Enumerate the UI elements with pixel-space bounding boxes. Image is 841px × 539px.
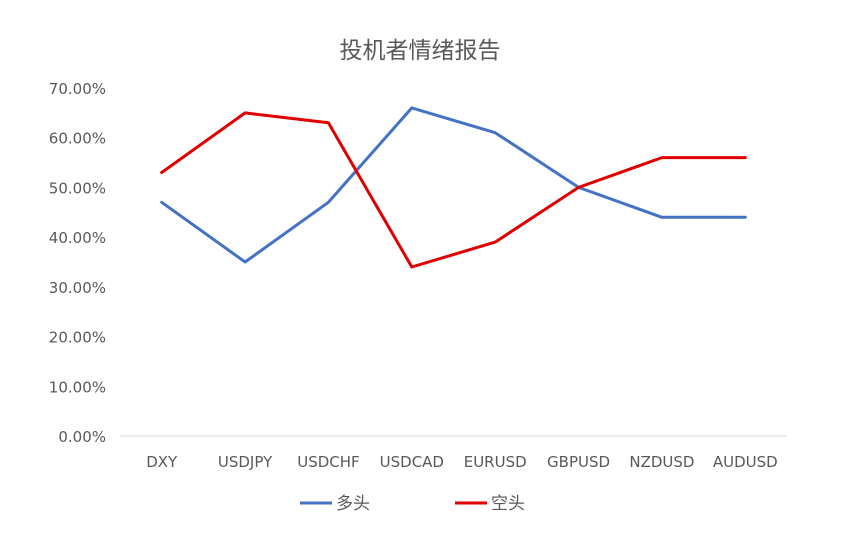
x-tick-label: EURUSD: [464, 453, 527, 471]
y-tick-label: 30.00%: [49, 279, 106, 297]
y-tick-label: 70.00%: [49, 80, 106, 98]
y-tick-label: 60.00%: [49, 130, 106, 148]
y-axis-labels: 0.00% 10.00% 20.00% 30.00% 40.00% 50.00% 60.00…: [49, 80, 106, 446]
series-lines: [160, 106, 747, 269]
x-tick-label: GBPUSD: [547, 453, 610, 471]
y-tick-label: 0.00%: [58, 428, 106, 446]
legend: 多头 空头: [300, 494, 525, 514]
y-tick-label: 40.00%: [49, 229, 106, 247]
y-tick-label: 20.00%: [49, 329, 106, 347]
chart-title: 投机者情绪报告: [340, 38, 501, 64]
x-tick-label: NZDUSD: [629, 453, 694, 471]
y-tick-label: 50.00%: [49, 179, 106, 197]
x-tick-label: USDCAD: [380, 453, 444, 471]
x-tick-label: USDCHF: [297, 453, 359, 471]
x-tick-label: AUDUSD: [713, 453, 778, 471]
series-line-2: [160, 111, 747, 269]
x-tick-label: USDJPY: [218, 453, 273, 471]
x-axis-labels: DXY USDJPY USDCHF USDCAD EURUSD GBPUSD NZDUSD A…: [146, 453, 778, 471]
y-tick-label: 10.00%: [49, 378, 106, 396]
series-line-1: [160, 106, 747, 264]
legend-label: 空头: [491, 494, 525, 514]
legend-label: 多头: [336, 494, 370, 514]
x-tick-label: DXY: [146, 453, 178, 471]
